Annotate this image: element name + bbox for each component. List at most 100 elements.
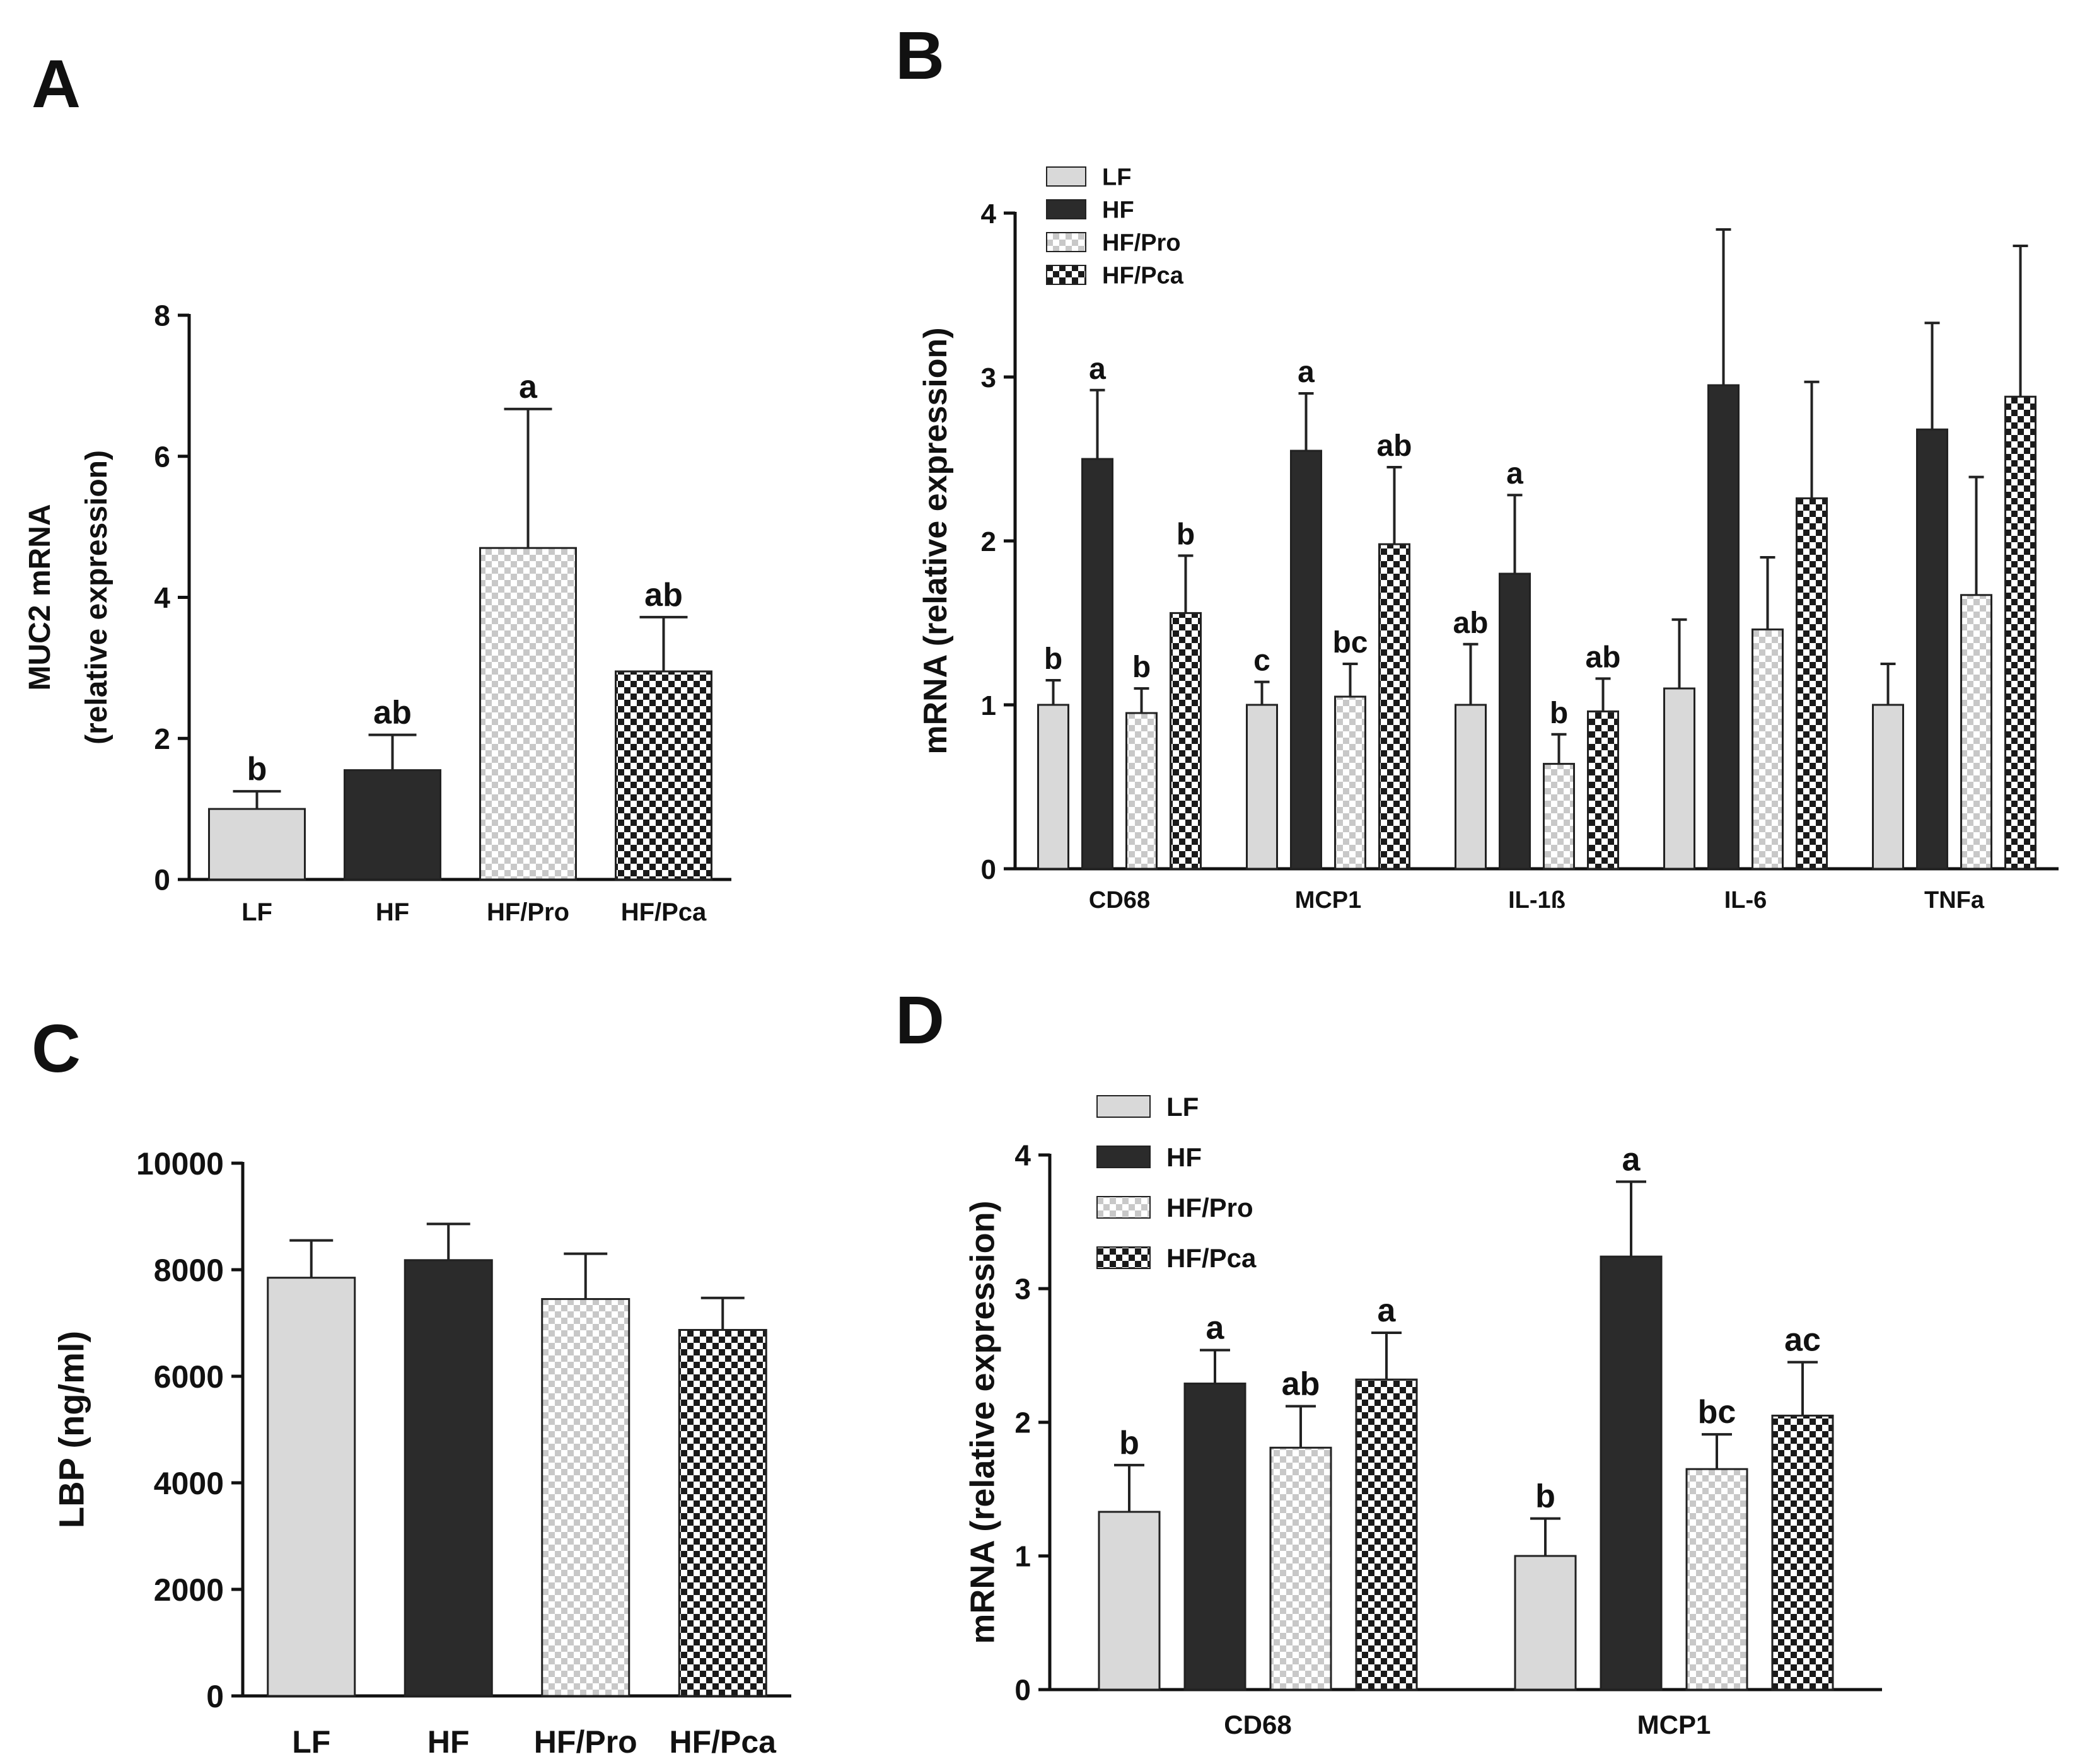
significance-letter: a [1378,1292,1397,1329]
significance-letter: bc [1698,1394,1736,1430]
y-tick-label: 4 [981,199,997,229]
panel-label-c: C [32,1010,81,1086]
x-tick-label: HF/Pro [487,898,569,926]
significance-letter: ab [1282,1366,1320,1403]
panel-a-muc2-chart: 0 2 4 6 8 MUC2 mRNA (relative expression) b LF ab… [23,299,731,926]
y-tick-label: 8 [154,299,170,332]
bar-il-6-lf [1663,687,1695,870]
y-tick-label: 2000 [154,1572,224,1608]
significance-letter: b [1177,518,1195,551]
legend-swatch-hf-pro [1096,1196,1151,1219]
panel-label-a: A [32,45,81,122]
significance-letter: ab [373,695,412,731]
y-tick-label: 6000 [154,1359,224,1395]
significance-letter: ab [1585,641,1620,674]
y-tick-label: 0 [154,864,170,897]
legend-swatch-lf [1096,1095,1151,1118]
panel-c-lbp-chart: 0 2000 4000 6000 8000 10000 LBP (ng/ml) LF HF HF/… [51,1146,791,1760]
bar-mcp1-lf [1514,1555,1577,1691]
bar-lf [267,1277,356,1697]
x-tick-label: TNFa [1924,887,1985,914]
x-tick-label: LF [292,1724,330,1760]
bar-il-1-hf-pca [1587,710,1619,870]
y-axis-label: mRNA (relative expression) [917,327,954,754]
bar-mcp1-hf-pca [1378,543,1410,870]
significance-letter: b [1550,697,1568,730]
legend-swatch-hf-pca [1046,265,1086,285]
bar-tnfa-hf-pca [2004,395,2036,870]
bar-hf-pca [615,670,712,881]
y-tick-label: 0 [981,854,996,885]
bar-mcp1-hf-pca [1771,1414,1834,1691]
bar-tnfa-hf-pro [1960,594,1992,870]
legend-label-hf-pro: HF/Pro [1102,230,1181,257]
x-tick-label: IL-1ß [1508,887,1566,914]
legend-label-lf: LF [1166,1092,1199,1122]
y-tick-label: 3 [1014,1273,1031,1306]
y-axis-label: LBP (ng/ml) [51,1331,91,1528]
bar-cd68-hf-pca [1170,612,1202,870]
legend: LF HF HF/Pro HF/Pca [1096,1092,1257,1273]
bar-cd68-hf-pro [1269,1446,1332,1691]
y-tick-label: 4000 [154,1466,224,1501]
panel-label-d: D [895,982,944,1058]
bar-cd68-hf-pro [1125,712,1158,870]
y-tick-label: 0 [1014,1674,1031,1707]
x-tick-label: MCP1 [1637,1710,1711,1739]
legend-label-hf-pca: HF/Pca [1102,263,1184,289]
legend-label-hf: HF [1166,1142,1202,1172]
bar-cd68-hf [1081,458,1113,870]
y-tick-label: 8000 [154,1253,224,1288]
x-tick-label: IL-6 [1724,887,1767,914]
significance-letter: a [1298,356,1315,389]
significance-letter: ab [1453,606,1488,640]
bar-mcp1-lf [1246,704,1278,870]
significance-letter: b [1132,651,1151,684]
bar-il-6-hf-pro [1752,628,1784,870]
x-tick-label: MCP1 [1295,887,1362,914]
bar-hf-pca [678,1328,767,1697]
bar-cd68-lf [1098,1511,1161,1691]
x-tick-label: HF/Pca [669,1724,777,1760]
bar-tnfa-hf [1916,428,1948,870]
y-axis-label: MUC2 mRNA [23,504,57,690]
legend-swatch-hf-pro [1046,232,1086,252]
y-tick-label: 4 [154,581,170,614]
y-tick-label: 1 [981,690,996,721]
significance-letter: bc [1332,626,1368,659]
x-tick-label: CD68 [1089,887,1150,914]
significance-letter: b [1044,642,1062,676]
y-tick-label: 3 [981,363,996,393]
significance-letter: c [1253,644,1270,678]
x-tick-label: HF [427,1724,470,1760]
legend-swatch-lf [1046,166,1086,187]
significance-letter: a [1506,457,1523,490]
significance-letter: b [247,751,267,787]
x-tick-label: CD68 [1224,1710,1291,1739]
significance-letter: ac [1784,1322,1821,1359]
y-tick-label: 4 [1014,1139,1031,1172]
legend: LF HF HF/Pro HF/Pca [1046,165,1184,289]
significance-letter: b [1535,1478,1555,1515]
x-tick-label: HF [376,898,409,926]
significance-letter: ab [1376,429,1412,463]
legend-label-hf-pro: HF/Pro [1166,1193,1253,1222]
y-tick-label: 2 [154,722,170,755]
significance-letter: a [1622,1141,1641,1178]
significance-letter: b [1119,1425,1139,1461]
y-tick-label: 1 [1014,1540,1031,1573]
y-tick-label: 2 [1014,1407,1031,1439]
bar-hf [404,1259,493,1697]
panel-label-b: B [895,17,944,93]
y-tick-label: 0 [206,1679,224,1714]
bar-lf [208,808,306,881]
bar-mcp1-hf-pro [1685,1468,1748,1691]
bar-hf-pro [479,547,577,881]
legend-label-lf: LF [1102,165,1131,191]
x-tick-label: HF/Pca [621,898,707,926]
y-tick-label: 10000 [136,1146,224,1181]
bar-il-6-hf [1707,384,1740,870]
bar-cd68-hf [1183,1383,1246,1691]
